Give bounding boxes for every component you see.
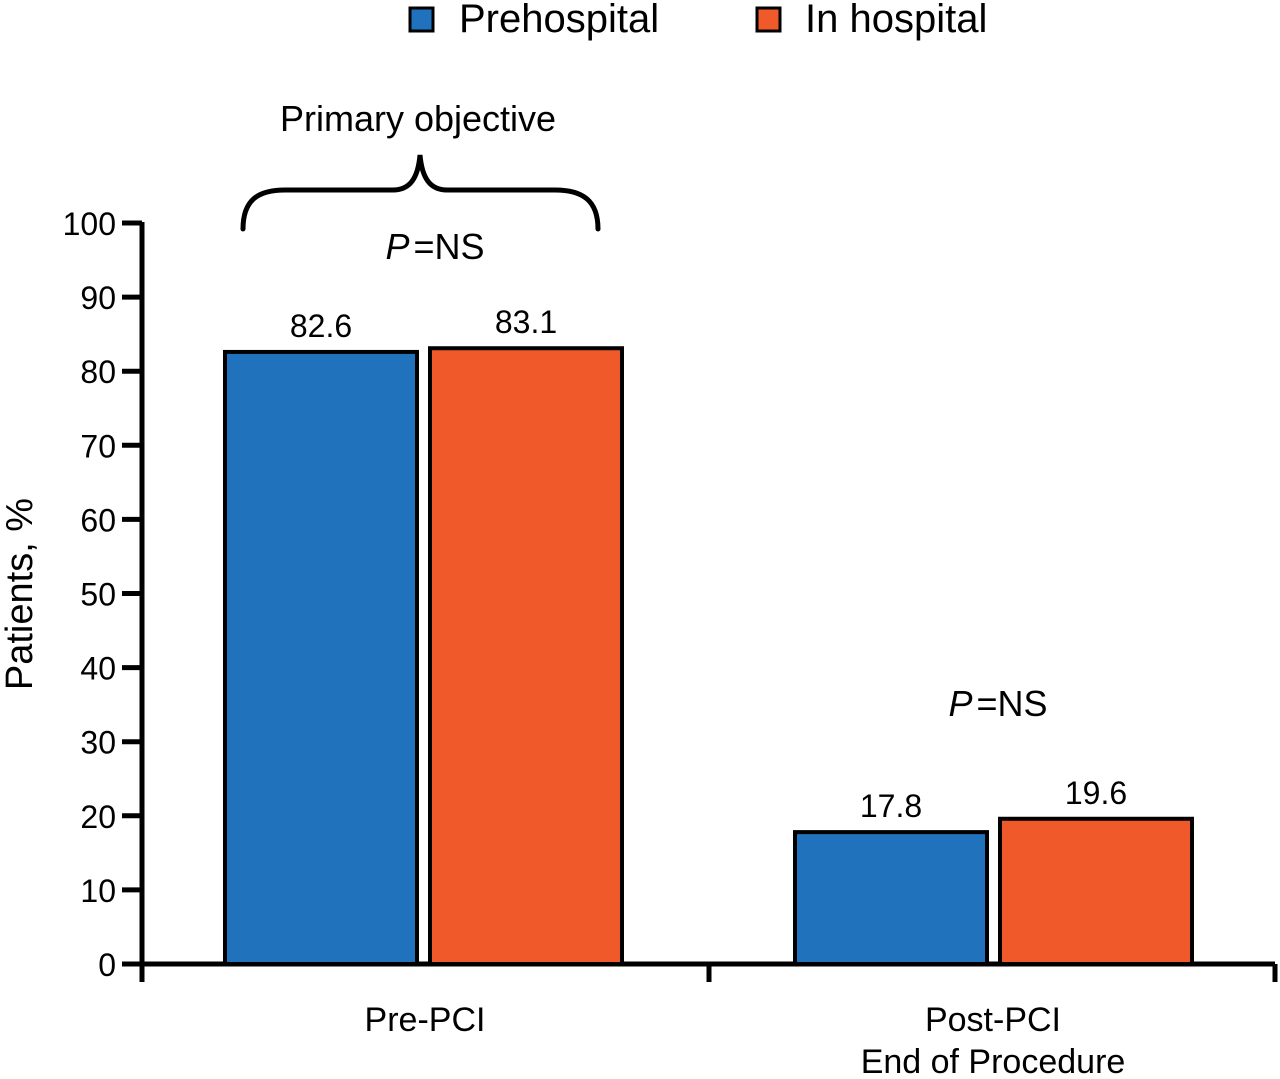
bar-value-labels: 82.6 17.8 83.1 19.6 <box>290 304 1127 824</box>
bar-prehospital-1 <box>793 830 989 966</box>
x-tick-labels: Pre-PCI Post-PCI End of Procedure <box>365 1001 1126 1079</box>
y-tick-label: 50 <box>80 577 116 613</box>
bar-value-label: 82.6 <box>290 308 352 344</box>
y-tick-label: 90 <box>80 280 116 316</box>
p-values: P =NS P =NS <box>385 226 1047 724</box>
x-tick-label: End of Procedure <box>861 1043 1126 1079</box>
bar-in-hospital-1 <box>998 816 1194 966</box>
legend-swatch-in-hospital <box>755 6 782 33</box>
bar-value-label: 17.8 <box>860 788 922 824</box>
x-tick-label: Post-PCI <box>925 1001 1061 1039</box>
legend-swatch-prehospital <box>408 6 435 33</box>
p-value-label: P =NS <box>385 226 484 267</box>
y-tick-label: 80 <box>80 354 116 390</box>
legend-label-prehospital: Prehospital <box>459 0 659 41</box>
bar-value-label: 19.6 <box>1065 775 1127 811</box>
y-tick-label: 20 <box>80 799 116 835</box>
legend-label-in-hospital: In hospital <box>805 0 987 41</box>
primary-objective-annotation: Primary objective <box>240 98 601 232</box>
y-tick-label: 40 <box>80 651 116 687</box>
curly-brace <box>240 154 601 232</box>
y-tick-label: 30 <box>80 725 116 761</box>
bars <box>223 346 1194 966</box>
y-tick-label: 70 <box>80 428 116 464</box>
bar-prehospital-0 <box>223 349 419 966</box>
y-tick-label: 60 <box>80 502 116 538</box>
y-tick-label: 100 <box>63 206 116 242</box>
bar-in-hospital-0 <box>428 346 624 966</box>
p-value-label: P =NS <box>948 683 1047 724</box>
y-tick-label: 10 <box>80 873 116 909</box>
bracket-label: Primary objective <box>280 98 556 139</box>
bar-value-label: 83.1 <box>495 304 557 340</box>
legend: Prehospital In hospital <box>408 0 987 41</box>
y-tick-label: 0 <box>98 947 116 983</box>
y-axis-label: Patients, % <box>0 498 41 690</box>
x-tick-label: Pre-PCI <box>365 1001 486 1039</box>
